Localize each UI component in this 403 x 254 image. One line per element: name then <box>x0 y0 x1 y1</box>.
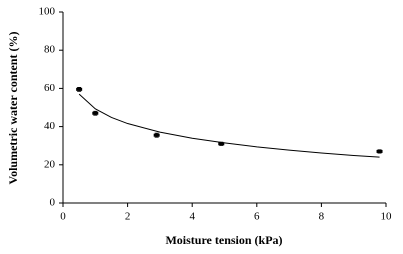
data-point <box>76 87 83 91</box>
x-tick-label: 8 <box>319 211 325 223</box>
x-tick-label: 10 <box>381 211 393 223</box>
y-tick-label: 60 <box>44 82 56 94</box>
y-tick-label: 20 <box>44 158 56 170</box>
y-tick-label: 40 <box>44 120 56 132</box>
x-tick-label: 0 <box>60 211 66 223</box>
y-tick-label: 100 <box>39 6 56 18</box>
data-point <box>92 111 99 115</box>
y-axis-title: Volumetric water content (%) <box>6 32 20 185</box>
x-tick-label: 2 <box>125 211 131 223</box>
x-tick-label: 4 <box>189 211 195 223</box>
x-axis-title: Moisture tension (kPa) <box>165 233 282 247</box>
x-tick-label: 6 <box>254 211 260 223</box>
data-point <box>153 133 160 137</box>
data-point <box>376 149 383 153</box>
data-point <box>218 142 225 146</box>
y-tick-label: 0 <box>50 197 56 209</box>
y-tick-label: 80 <box>44 44 56 56</box>
fit-curve <box>78 93 380 158</box>
